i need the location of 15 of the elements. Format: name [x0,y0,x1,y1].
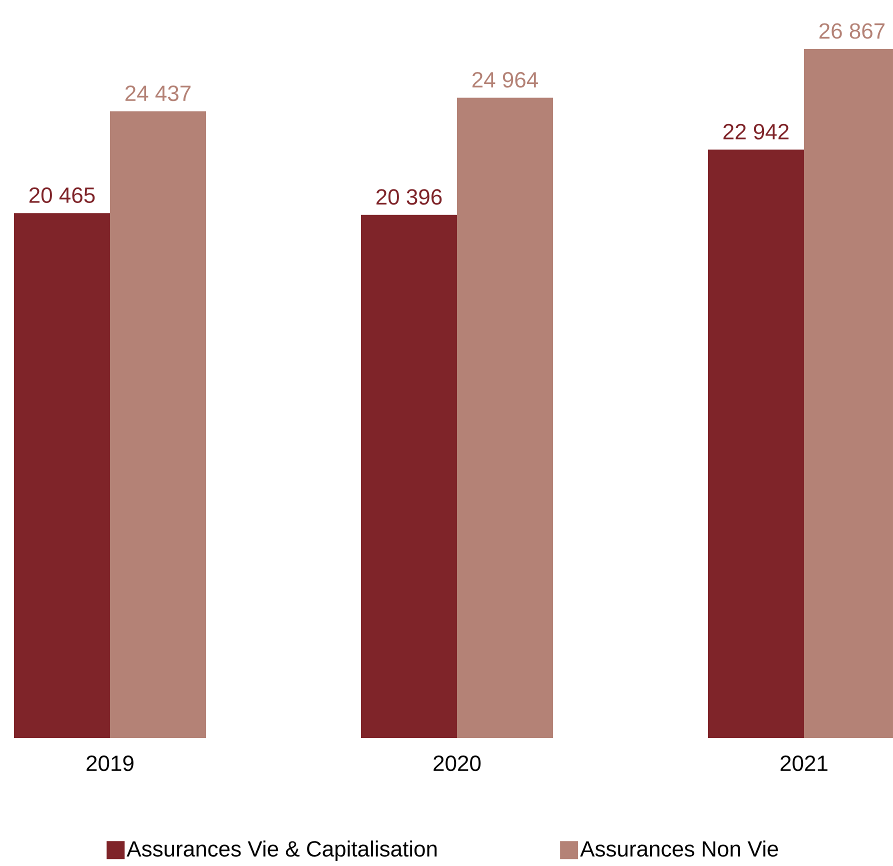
data-label: 20 396 [376,189,442,205]
bar [110,111,206,738]
data-label: 24 437 [125,86,191,102]
x-tick-label: 2021 [780,756,828,772]
bar [457,98,554,738]
data-label: 20 465 [29,187,95,203]
legend-label: Assurances Non Vie [580,840,778,857]
legend-label: Assurances Vie & Capitalisation [126,840,437,862]
bar [361,214,457,738]
data-label: 26 867 [819,23,885,39]
bar [14,213,110,738]
data-label: 24 964 [472,72,538,88]
data-label: 22 942 [723,124,789,140]
x-tick-label: 2019 [86,756,134,772]
x-tick-label: 2020 [434,756,481,772]
